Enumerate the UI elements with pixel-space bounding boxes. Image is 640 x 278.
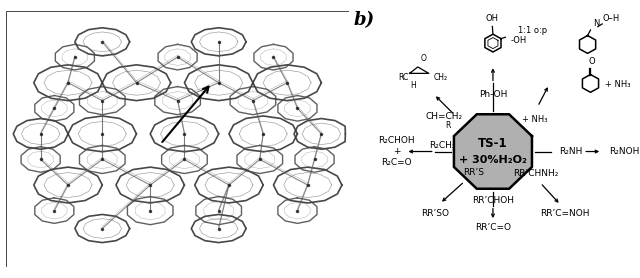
Text: R₂CH₂: R₂CH₂: [429, 142, 456, 150]
Text: R₂CHOH: R₂CHOH: [378, 136, 415, 145]
Text: O–H: O–H: [603, 14, 620, 23]
Text: N: N: [593, 19, 600, 28]
Text: CH=CH₂: CH=CH₂: [426, 112, 463, 121]
Polygon shape: [454, 114, 532, 189]
Text: OH: OH: [485, 14, 499, 23]
Text: Ph-OH: Ph-OH: [479, 90, 507, 99]
Text: RC: RC: [398, 73, 408, 82]
Text: + NH₃: + NH₃: [522, 115, 547, 124]
Text: +: +: [393, 147, 401, 156]
Text: TS-1: TS-1: [478, 137, 508, 150]
Text: RR’S: RR’S: [463, 168, 484, 177]
Text: RR’SO: RR’SO: [421, 209, 449, 218]
Text: -OH: -OH: [511, 36, 527, 45]
Text: RR’C=O: RR’C=O: [475, 224, 511, 232]
Text: R₂NOH: R₂NOH: [609, 147, 640, 156]
Text: O: O: [420, 54, 426, 63]
Text: CH₂: CH₂: [434, 73, 448, 82]
Text: + NH₃: + NH₃: [605, 80, 630, 89]
Text: + 30%H₂O₂: + 30%H₂O₂: [459, 155, 527, 165]
Text: b): b): [353, 11, 374, 29]
Text: 1:1 o:p: 1:1 o:p: [518, 26, 547, 35]
Text: RR’CHOH: RR’CHOH: [472, 196, 514, 205]
Text: R: R: [445, 121, 451, 130]
Text: R₂NH: R₂NH: [559, 147, 582, 156]
Text: O: O: [589, 57, 595, 66]
Text: RR’CHNH₂: RR’CHNH₂: [513, 168, 559, 178]
Text: RR’C=NOH: RR’C=NOH: [540, 209, 590, 218]
Text: R₂C=O: R₂C=O: [381, 158, 412, 167]
Text: H: H: [410, 81, 416, 90]
